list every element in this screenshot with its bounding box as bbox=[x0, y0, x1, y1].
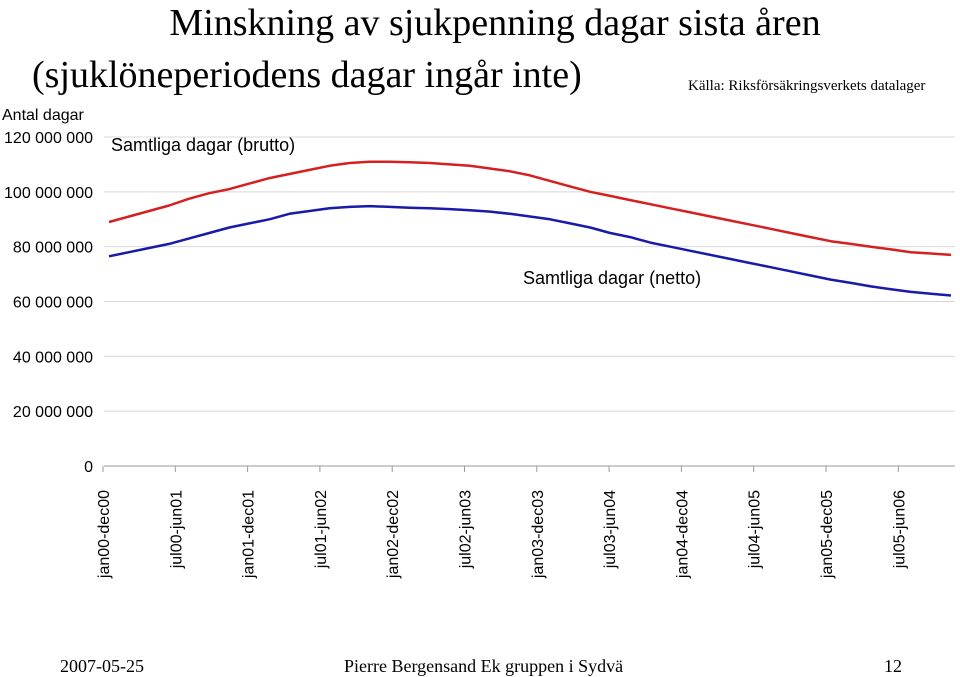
footer-author: Pierre Bergensand Ek gruppen i Sydvä bbox=[344, 656, 624, 676]
x-tick-label: jan03-dec03 bbox=[530, 490, 547, 579]
chart-title-line1: Minskning av sjukpenning dagar sista åre… bbox=[169, 2, 821, 44]
x-tick-label: jan00-dec00 bbox=[96, 490, 113, 579]
x-ticks: jan00-dec00 jul00-jun01 jan01-dec01 jul01-j… bbox=[96, 466, 908, 579]
y-tick-label: 20 000 000 bbox=[13, 404, 93, 421]
series-lines bbox=[108, 160, 952, 297]
footer-page-number: 12 bbox=[884, 656, 902, 676]
x-tick-label: jul03-jun04 bbox=[602, 490, 619, 569]
y-ticks: 0 20 000 000 40 000 000 60 000 000 80 000 00… bbox=[4, 130, 955, 476]
x-tick-label: jul00-jun01 bbox=[168, 490, 185, 569]
x-tick-label: jan01-dec01 bbox=[241, 490, 258, 579]
y-axis-label: Antal dagar bbox=[2, 107, 85, 124]
annotation-netto: Samtliga dagar (netto) bbox=[523, 268, 701, 288]
source-label: Källa: Riksförsäkringsverkets datalager bbox=[688, 78, 926, 94]
annotation-brutto: Samtliga dagar (brutto) bbox=[111, 135, 295, 155]
series-line-netto bbox=[108, 204, 952, 297]
x-tick-label: jan02-dec02 bbox=[385, 490, 402, 579]
x-tick-label: jul04-jun05 bbox=[747, 490, 764, 569]
x-tick-label: jul01-jun02 bbox=[313, 490, 330, 569]
y-tick-label: 40 000 000 bbox=[13, 349, 93, 366]
y-tick-label: 80 000 000 bbox=[13, 240, 93, 257]
series-line-brutto bbox=[108, 160, 952, 257]
footer-date: 2007-05-25 bbox=[60, 656, 144, 676]
x-tick-label: jan04-dec04 bbox=[674, 490, 691, 579]
y-tick-label: 100 000 000 bbox=[4, 185, 93, 202]
chart-title-line2: (sjuklöneperiodens dagar ingår inte) bbox=[32, 54, 582, 96]
x-tick-label: jul02-jun03 bbox=[458, 490, 475, 569]
y-tick-label: 60 000 000 bbox=[13, 295, 93, 312]
y-tick-label: 0 bbox=[84, 459, 93, 476]
y-tick-label: 120 000 000 bbox=[4, 130, 93, 147]
x-tick-label: jan05-dec05 bbox=[819, 490, 836, 579]
x-tick-label: jul05-jun06 bbox=[891, 490, 908, 569]
